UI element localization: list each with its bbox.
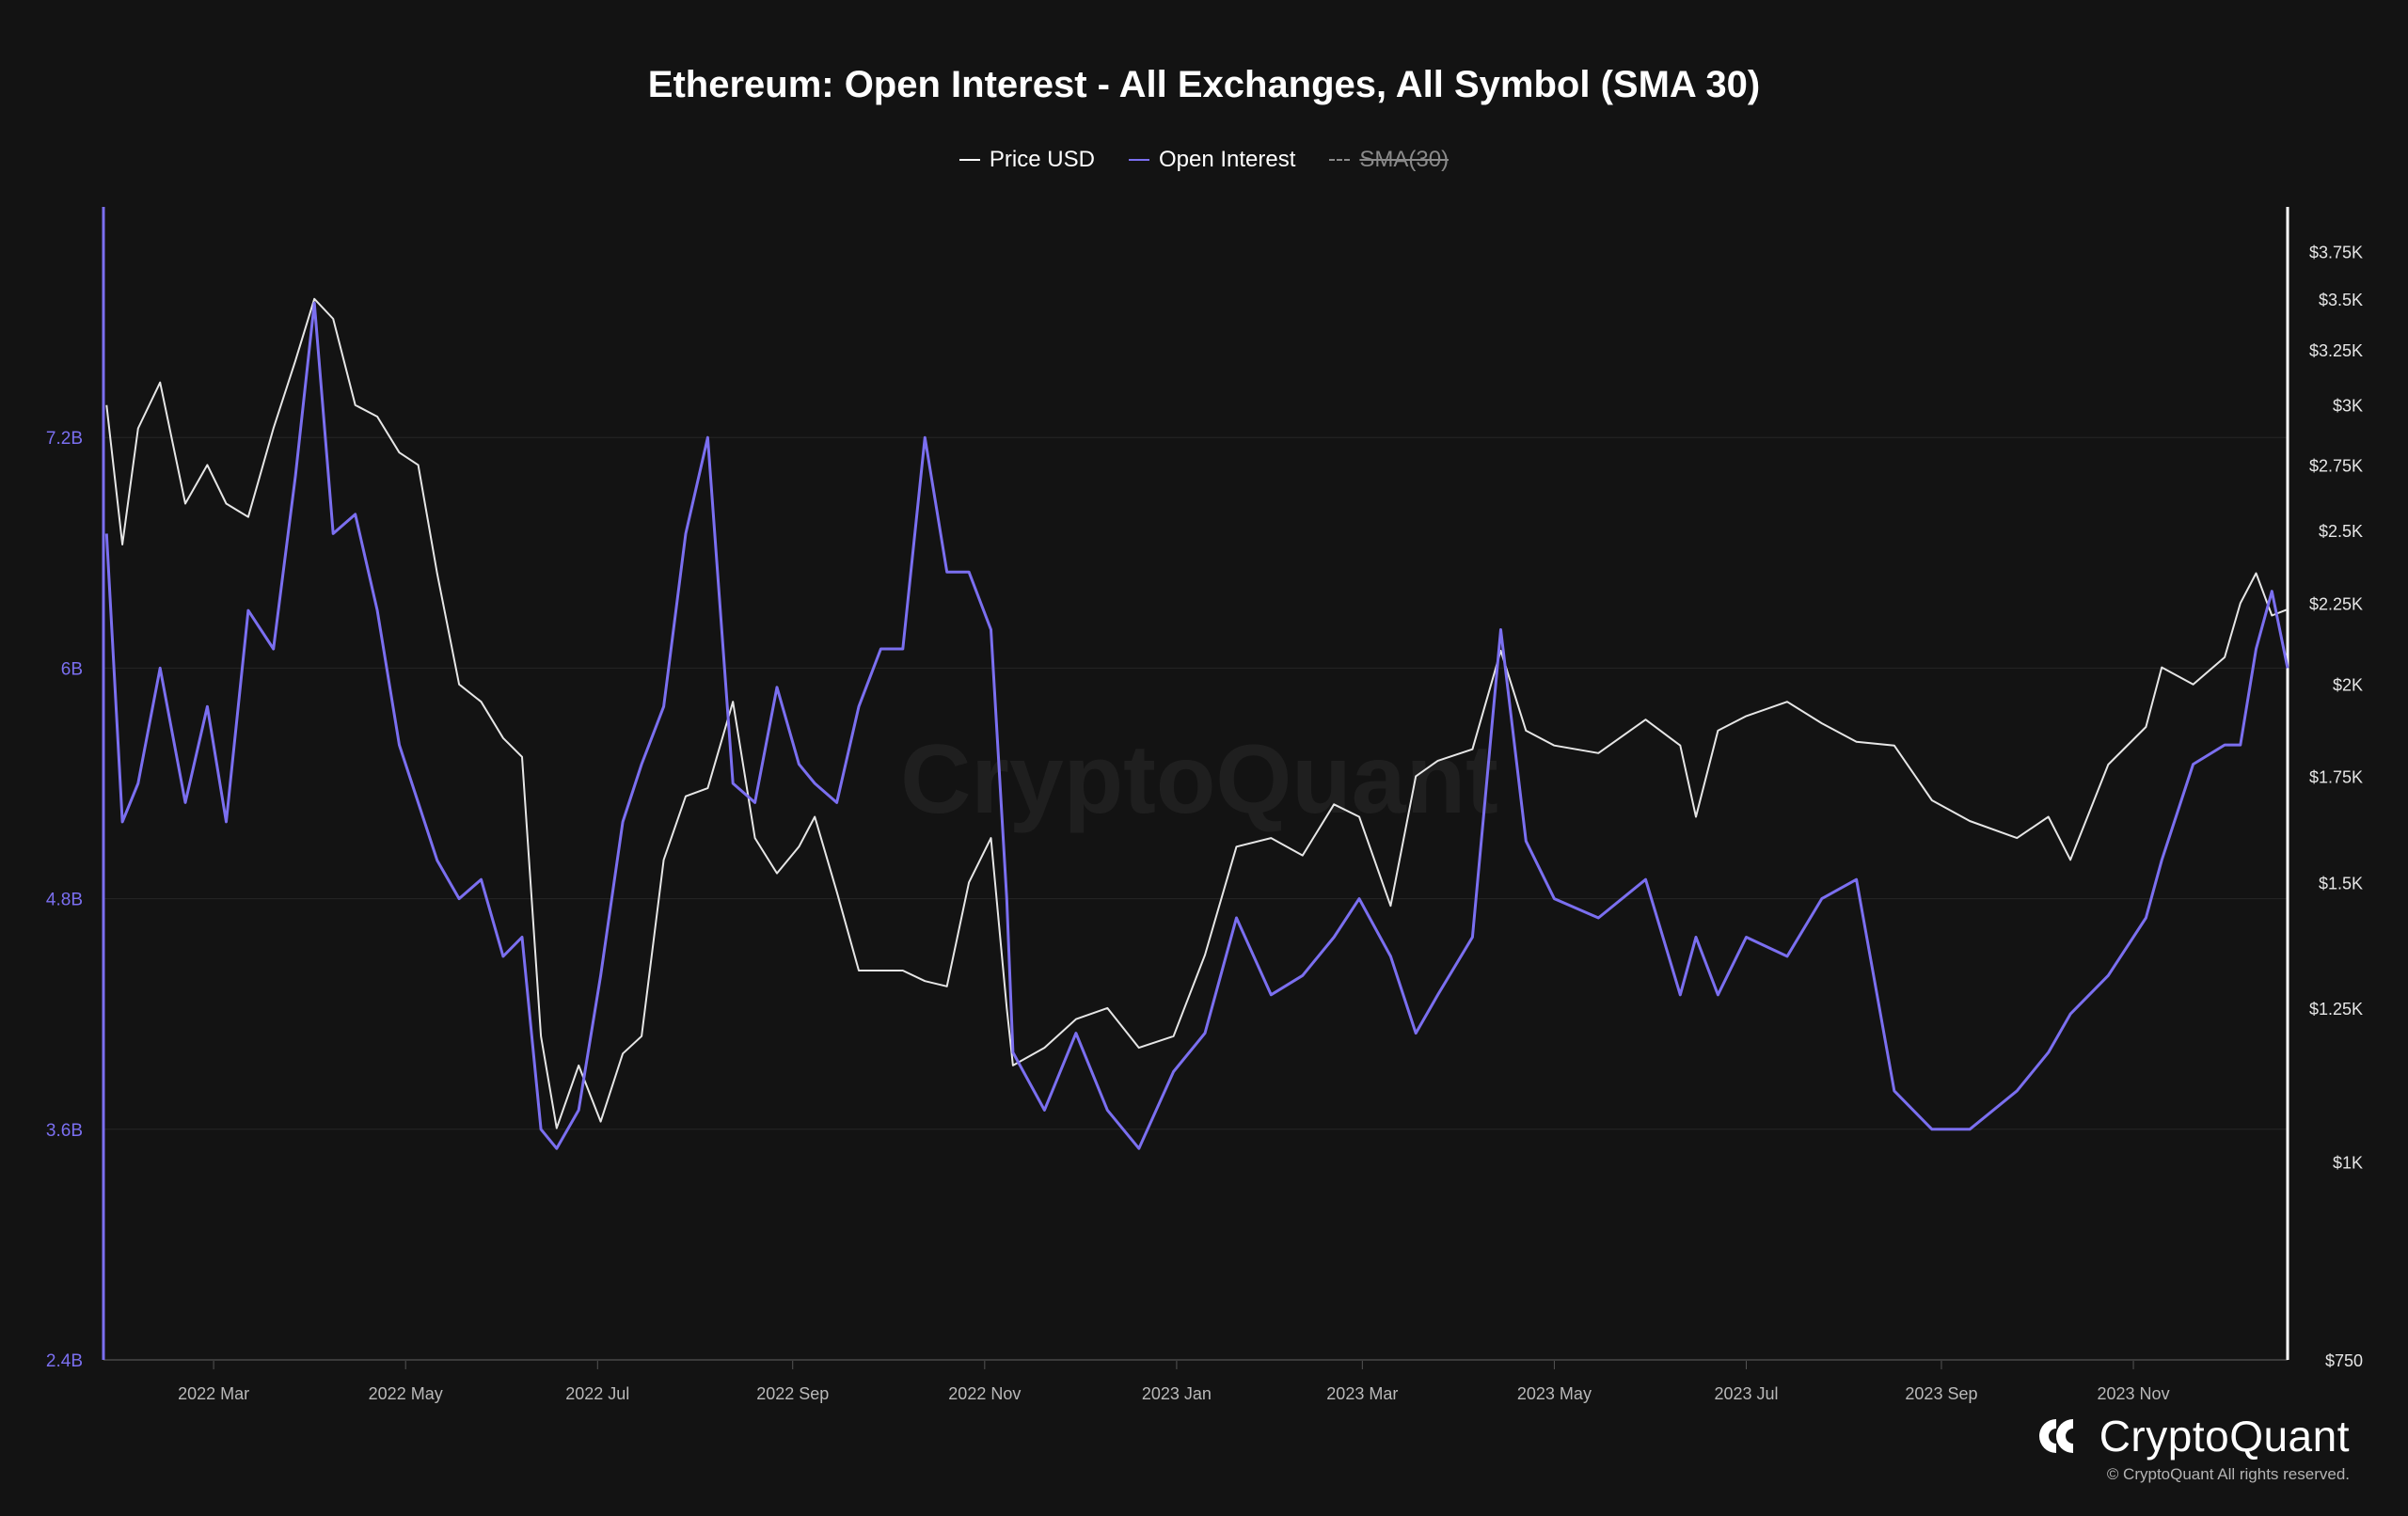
series-lines <box>104 297 2289 1150</box>
legend-swatch-price <box>958 159 980 161</box>
legend-item-open-interest[interactable]: Open Interest <box>1128 147 1296 173</box>
y-left-tick-label: 7.2B <box>46 429 83 449</box>
x-tick-label: 2023 Sep <box>1905 1384 1977 1403</box>
legend-item-price[interactable]: Price USD <box>958 147 1095 173</box>
y-left-tick-label: 4.8B <box>46 891 83 910</box>
legend-label-open-interest: Open Interest <box>1158 147 1296 172</box>
legend-label-sma30: SMA(30) <box>1359 147 1450 172</box>
copyright-text: © CryptoQuant All rights reserved. <box>2106 1465 2350 1483</box>
grid-lines <box>103 436 2288 1130</box>
y-right-tick-label: $2.25K <box>2309 594 2363 613</box>
x-tick-label: 2022 Sep <box>756 1384 829 1403</box>
y-right-tick-label: $3.25K <box>2309 341 2363 360</box>
legend: Price USD Open Interest SMA(30) <box>0 147 2408 173</box>
x-tick-label: 2022 May <box>369 1384 443 1403</box>
y-left-tick-label: 2.4B <box>46 1351 83 1371</box>
y-left-tick-label: 6B <box>61 659 83 679</box>
y-right-tick-label: $1.75K <box>2309 767 2363 786</box>
y-right-tick-label: $2.5K <box>2319 522 2363 541</box>
y-left-tick-label: 3.6B <box>46 1121 83 1141</box>
brand: CryptoQuant <box>2037 1411 2350 1461</box>
y-right-tick-label: $1.5K <box>2319 874 2363 892</box>
legend-item-sma30[interactable]: SMA(30) <box>1329 147 1449 173</box>
x-tick-label: 2023 May <box>1517 1384 1592 1403</box>
x-tick-label: 2023 Mar <box>1326 1384 1398 1403</box>
y-right-tick-label: $3K <box>2333 397 2363 416</box>
legend-label-price: Price USD <box>989 147 1095 172</box>
y-right-tick-label: $1K <box>2333 1153 2363 1172</box>
series-line-open-interest <box>104 301 2289 1150</box>
series-line-price-usd <box>105 297 2289 1129</box>
y-right-tick-label: $750 <box>2325 1351 2363 1370</box>
brand-name: CryptoQuant <box>2099 1412 2350 1461</box>
legend-swatch-sma30 <box>1329 159 1351 161</box>
y-right-tick-label: $2.75K <box>2309 456 2363 475</box>
chart-title: Ethereum: Open Interest - All Exchanges,… <box>647 64 1761 105</box>
x-tick-label: 2023 Jul <box>1714 1384 1778 1403</box>
y-right-tick-label: $1.25K <box>2309 1000 2363 1019</box>
cryptoquant-logo-icon <box>2038 1419 2073 1453</box>
x-tick-label: 2023 Jan <box>1142 1384 1212 1403</box>
x-tick-label: 2022 Jul <box>565 1384 629 1403</box>
y-right-tick-label: $3.75K <box>2309 243 2363 261</box>
x-tick-label: 2023 Nov <box>2098 1384 2170 1403</box>
x-tick-label: 2022 Nov <box>948 1384 1021 1403</box>
tick-labels: 2.4B 3.6B 4.8B 6B 7.2B $750 $1K $1.25K $1.5K $1.7… <box>46 243 2363 1403</box>
axes <box>102 207 2289 1369</box>
legend-swatch-open-interest <box>1128 159 1149 161</box>
y-right-tick-label: $2K <box>2333 676 2363 695</box>
y-right-tick-label: $3.5K <box>2319 291 2363 309</box>
x-tick-label: 2022 Mar <box>178 1384 249 1403</box>
